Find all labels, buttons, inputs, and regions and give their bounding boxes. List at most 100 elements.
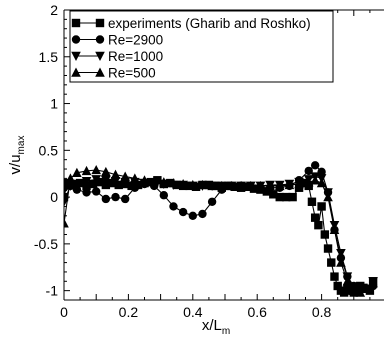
data-point-3-15: [197, 179, 208, 190]
legend-entry-0: experiments (Gharib and Roshko): [71, 16, 311, 31]
data-point-3-18: [226, 180, 237, 191]
y-tick-label: 1.5: [39, 49, 59, 65]
legend-label-2: Re=1000: [108, 49, 163, 64]
data-point-2-6: [110, 176, 121, 187]
data-point-1-5: [101, 194, 111, 204]
data-point-1-27: [310, 161, 320, 170]
data-point-3-22: [265, 180, 275, 191]
data-point-3-6: [110, 169, 121, 179]
data-point-1-16: [207, 197, 217, 206]
data-point-1-15: [198, 209, 207, 219]
data-point-2-0: [64, 197, 69, 207]
data-point-3-28: [316, 178, 327, 188]
data-point-3-23: [274, 180, 285, 191]
data-point-3-24: [284, 179, 295, 190]
legend-entry-1: Re=2900: [71, 33, 163, 48]
x-tick-label: 0: [60, 304, 68, 320]
x-tick-label: 0.4: [183, 304, 203, 320]
legend-marker-1-a: [71, 35, 81, 44]
data-point-0-6: [88, 179, 98, 189]
data-point-0-49: [333, 281, 342, 291]
data-point-0-41: [307, 197, 317, 206]
data-point-1-6: [111, 192, 120, 202]
legend-marker-2-b: [95, 51, 105, 61]
legend-entry-2: Re=1000: [71, 49, 163, 64]
data-point-3-35: [361, 283, 372, 293]
data-point-0-15: [146, 177, 156, 187]
legend-entry-3: Re=500: [71, 66, 156, 81]
data-point-0-43: [314, 220, 323, 230]
data-point-0-13: [133, 180, 143, 190]
data-point-3-7: [120, 171, 130, 181]
y-tick-label: 0.5: [39, 142, 59, 158]
legend-marker-3-a: [71, 67, 81, 77]
data-point-3-30: [329, 224, 340, 235]
data-point-2-5: [101, 176, 111, 186]
data-point-0-24: [204, 180, 214, 190]
series-3: [64, 164, 378, 297]
data-point-0-36: [281, 192, 291, 202]
y-tick-label: 2: [50, 2, 58, 18]
data-point-0-7: [95, 177, 104, 187]
data-point-0-45: [320, 230, 330, 239]
data-point-3-17: [216, 180, 227, 191]
data-point-3-13: [178, 179, 188, 189]
data-point-3-16: [207, 180, 217, 191]
y-tick-label: 0: [50, 189, 58, 205]
legend-label-0: experiments (Gharib and Roshko): [108, 16, 311, 31]
legend-marker-0-a: [71, 18, 81, 28]
y-tick-label: -0.5: [34, 236, 58, 252]
data-point-0-44: [317, 202, 326, 211]
y-tick-label: -1: [46, 283, 59, 299]
data-point-3-33: [349, 285, 359, 295]
data-point-3-9: [139, 175, 150, 185]
data-point-3-1: [65, 173, 76, 183]
data-point-3-4: [91, 164, 101, 175]
x-axis-title: x/Lm: [202, 317, 230, 337]
data-point-3-25: [294, 179, 304, 189]
data-point-3-27: [310, 175, 320, 185]
data-point-3-29: [323, 192, 333, 202]
data-point-1-28: [317, 167, 326, 177]
data-point-3-5: [101, 166, 111, 177]
data-point-3-8: [130, 173, 140, 183]
legend-marker-2-a: [71, 51, 81, 61]
legend-box: [69, 10, 334, 83]
data-point-0-34: [269, 190, 278, 199]
data-point-0-47: [327, 258, 336, 267]
legend-marker-3-b: [95, 67, 105, 77]
data-point-3-12: [168, 178, 179, 188]
data-point-0-42: [310, 213, 320, 222]
data-point-1-8: [130, 183, 140, 192]
data-point-0-46: [323, 244, 333, 253]
y-tick-label: 1: [50, 96, 58, 112]
legend-label-1: Re=2900: [108, 33, 163, 48]
data-point-1-12: [169, 202, 178, 211]
data-point-0-37: [288, 192, 297, 202]
data-point-0-48: [330, 272, 339, 281]
data-point-0-35: [275, 192, 284, 202]
data-point-3-11: [159, 177, 169, 187]
legend-marker-1-b: [95, 35, 105, 44]
y-axis-title: v/umax: [7, 136, 27, 175]
data-point-1-2: [72, 185, 82, 194]
data-point-3-32: [342, 276, 353, 286]
data-point-3-10: [149, 176, 159, 186]
data-point-3-21: [255, 180, 266, 191]
data-point-3-36: [368, 278, 378, 288]
data-point-1-3: [82, 188, 91, 197]
legend-label-3: Re=500: [108, 66, 156, 81]
data-point-2-3: [81, 176, 92, 187]
data-point-3-14: [188, 179, 198, 190]
data-point-3-31: [336, 257, 346, 267]
data-point-1-4: [92, 187, 101, 196]
data-point-1-7: [120, 194, 130, 204]
data-point-2-1: [65, 181, 76, 191]
data-point-0-9: [108, 178, 117, 188]
x-tick-label: 0.6: [247, 304, 267, 320]
legend-marker-0-b: [95, 18, 105, 28]
data-point-3-19: [236, 180, 246, 191]
data-point-3-2: [72, 167, 82, 177]
data-point-3-34: [355, 287, 366, 297]
